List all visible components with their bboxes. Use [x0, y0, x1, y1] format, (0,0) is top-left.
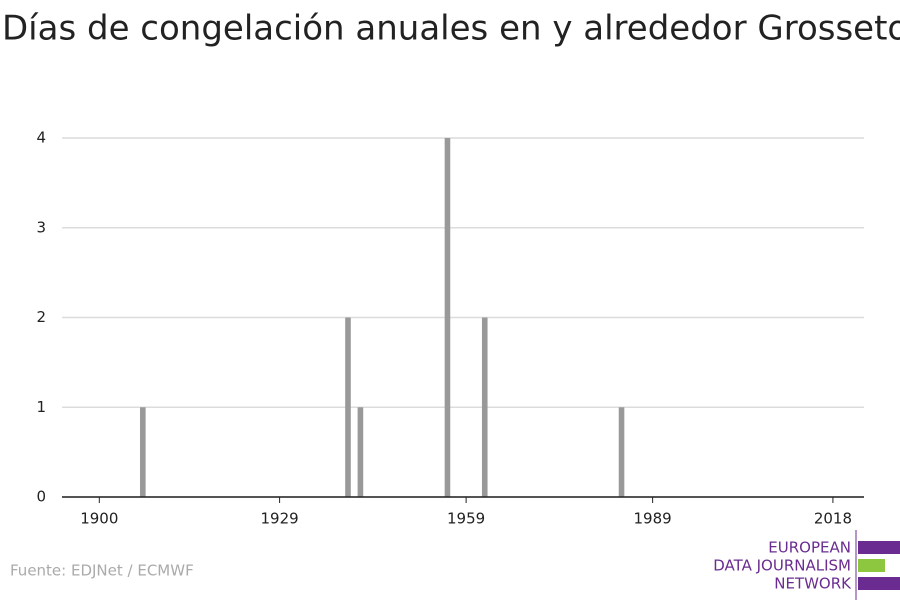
bar [444, 138, 451, 497]
logo-bar [858, 577, 900, 590]
logo: EUROPEAN DATA JOURNALISM NETWORK [713, 530, 900, 600]
x-tick-label: 1900 [80, 510, 118, 528]
y-tick-label: 2 [36, 308, 46, 326]
y-tick-label: 1 [36, 398, 46, 416]
bar [357, 407, 364, 497]
chart-title: Días de congelación anuales en y alreded… [2, 9, 900, 49]
logo-text: NETWORK [774, 575, 852, 593]
logo-text: EUROPEAN [768, 539, 851, 557]
x-tick-label: 2018 [814, 510, 852, 528]
source: Fuente: EDJNet / ECMWF [10, 562, 194, 580]
y-tick-label: 4 [36, 129, 46, 147]
y-tick-label: 0 [36, 488, 46, 506]
bar [345, 317, 351, 497]
logo-bar [858, 559, 885, 572]
x-tick-label: 1929 [261, 510, 299, 528]
bar [618, 407, 625, 497]
bar [481, 317, 488, 497]
x-tick-label: 1959 [447, 510, 485, 528]
x-tick-label: 1989 [634, 510, 672, 528]
y-tick-label: 3 [36, 218, 46, 236]
logo-bar [858, 541, 900, 554]
logo-text: DATA JOURNALISM [713, 557, 851, 575]
bar [140, 407, 146, 497]
